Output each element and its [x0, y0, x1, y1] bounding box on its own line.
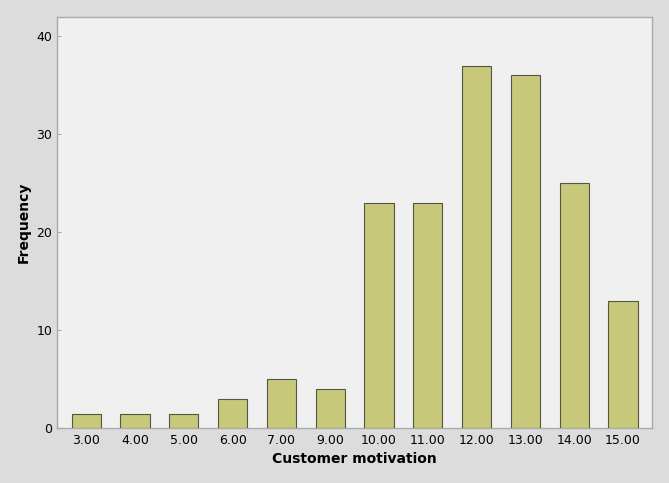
- Bar: [462, 66, 491, 428]
- Bar: [169, 413, 199, 428]
- Bar: [72, 413, 101, 428]
- Bar: [218, 399, 248, 428]
- Bar: [559, 183, 589, 428]
- Bar: [413, 203, 442, 428]
- Bar: [365, 203, 393, 428]
- Bar: [316, 389, 345, 428]
- Bar: [511, 75, 540, 428]
- Y-axis label: Frequency: Frequency: [17, 182, 31, 263]
- Bar: [608, 301, 638, 428]
- Bar: [120, 413, 150, 428]
- X-axis label: Customer motivation: Customer motivation: [272, 453, 437, 466]
- Bar: [267, 379, 296, 428]
